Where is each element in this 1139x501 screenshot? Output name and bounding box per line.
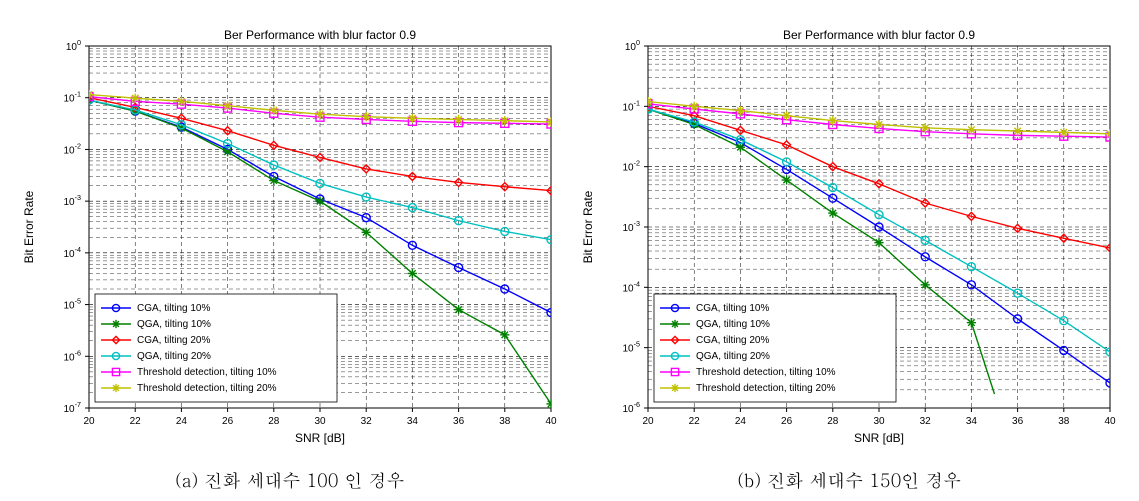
svg-text:10-1: 10-1 — [63, 90, 81, 105]
svg-text:22: 22 — [689, 416, 701, 427]
svg-text:10-6: 10-6 — [623, 400, 641, 415]
svg-text:32: 32 — [360, 416, 372, 427]
svg-text:CGA, tilting 10%: CGA, tilting 10% — [137, 303, 210, 314]
panel-b: 20 22 24 26 28 30 32 34 36 38 40 100 10-1 10-2 10-3 10-… — [570, 10, 1130, 501]
svg-text:100: 100 — [66, 38, 81, 53]
svg-text:10-3: 10-3 — [63, 193, 81, 208]
svg-text:Threshold detection, tilting 2: Threshold detection, tilting 20% — [696, 383, 836, 394]
svg-text:CGA, tilting 10%: CGA, tilting 10% — [696, 303, 769, 314]
svg-text:10-5: 10-5 — [63, 297, 81, 312]
svg-text:30: 30 — [874, 416, 886, 427]
caption-a: (a) 진화 세대수 100 인 경우 — [175, 464, 404, 501]
svg-text:Ber Performance with blur fact: Ber Performance with blur factor 0.9 — [783, 28, 975, 42]
svg-text:34: 34 — [966, 416, 978, 427]
svg-text:QGA, tilting 10%: QGA, tilting 10% — [137, 319, 211, 330]
svg-text:10-4: 10-4 — [623, 279, 641, 294]
svg-text:SNR [dB]: SNR [dB] — [295, 431, 345, 445]
svg-text:10-6: 10-6 — [63, 348, 81, 363]
svg-text:Bit Error Rate: Bit Error Rate — [22, 190, 36, 263]
svg-text:38: 38 — [1058, 416, 1070, 427]
svg-text:100: 100 — [625, 38, 640, 53]
chart-b: 20 22 24 26 28 30 32 34 36 38 40 100 10-1 10-2 10-3 10-… — [574, 22, 1124, 452]
svg-text:32: 32 — [920, 416, 932, 427]
panel-a: 20 22 24 26 28 30 32 34 36 38 40 100 10-1 10-2 10-3 10-… — [10, 10, 570, 501]
chart-a-wrap: 20 22 24 26 28 30 32 34 36 38 40 100 10-1 10-2 10-3 10-… — [10, 10, 570, 464]
svg-text:QGA, tilting 10%: QGA, tilting 10% — [696, 319, 770, 330]
svg-text:28: 28 — [827, 416, 839, 427]
svg-text:CGA, tilting 20%: CGA, tilting 20% — [696, 335, 769, 346]
svg-text:CGA, tilting 20%: CGA, tilting 20% — [137, 335, 210, 346]
svg-text:QGA, tilting 20%: QGA, tilting 20% — [696, 351, 770, 362]
svg-text:Ber Performance with blur fact: Ber Performance with blur factor 0.9 — [224, 28, 416, 42]
svg-text:26: 26 — [222, 416, 234, 427]
svg-text:24: 24 — [176, 416, 188, 427]
svg-text:40: 40 — [1105, 416, 1117, 427]
svg-text:36: 36 — [453, 416, 465, 427]
svg-text:Threshold detection, tilting 1: Threshold detection, tilting 10% — [696, 367, 836, 378]
svg-text:26: 26 — [781, 416, 793, 427]
svg-text:20: 20 — [643, 416, 655, 427]
svg-text:40: 40 — [545, 416, 557, 427]
svg-text:10-7: 10-7 — [63, 400, 81, 415]
svg-text:30: 30 — [314, 416, 326, 427]
svg-text:10-3: 10-3 — [623, 219, 641, 234]
svg-text:10-2: 10-2 — [63, 141, 81, 156]
svg-text:QGA, tilting 20%: QGA, tilting 20% — [137, 351, 211, 362]
chart-a: 20 22 24 26 28 30 32 34 36 38 40 100 10-1 10-2 10-3 10-… — [15, 22, 565, 452]
svg-text:28: 28 — [268, 416, 280, 427]
svg-text:22: 22 — [129, 416, 141, 427]
figure-container: 20 22 24 26 28 30 32 34 36 38 40 100 10-1 10-2 10-3 10-… — [0, 0, 1139, 501]
svg-text:36: 36 — [1012, 416, 1024, 427]
svg-text:10-2: 10-2 — [623, 159, 641, 174]
svg-text:10-1: 10-1 — [623, 98, 641, 113]
svg-text:Threshold detection, tilting 1: Threshold detection, tilting 10% — [137, 367, 277, 378]
svg-text:SNR [dB]: SNR [dB] — [854, 431, 904, 445]
svg-text:34: 34 — [407, 416, 419, 427]
svg-text:10-5: 10-5 — [623, 340, 641, 355]
svg-text:Bit Error Rate: Bit Error Rate — [581, 190, 595, 263]
caption-b: (b) 진화 세대수 150인 경우 — [737, 464, 961, 501]
chart-b-wrap: 20 22 24 26 28 30 32 34 36 38 40 100 10-1 10-2 10-3 10-… — [570, 10, 1130, 464]
svg-text:Threshold detection, tilting 2: Threshold detection, tilting 20% — [137, 383, 277, 394]
svg-text:38: 38 — [499, 416, 511, 427]
svg-text:10-4: 10-4 — [63, 245, 81, 260]
svg-text:24: 24 — [735, 416, 747, 427]
svg-text:20: 20 — [83, 416, 95, 427]
